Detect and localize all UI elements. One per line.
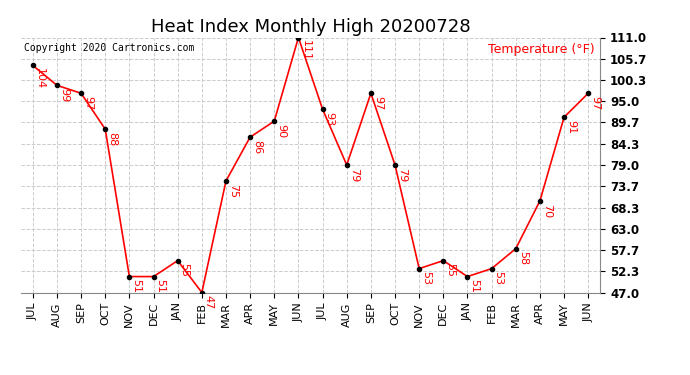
Text: 86: 86 (252, 140, 262, 154)
Text: 70: 70 (542, 204, 552, 218)
Text: 88: 88 (107, 132, 117, 146)
Text: 91: 91 (566, 120, 576, 134)
Text: 99: 99 (59, 88, 69, 102)
Text: 111: 111 (300, 40, 310, 61)
Text: 55: 55 (445, 263, 455, 278)
Text: Copyright 2020 Cartronics.com: Copyright 2020 Cartronics.com (23, 43, 194, 52)
Text: Temperature (°F): Temperature (°F) (488, 43, 595, 56)
Text: 47: 47 (204, 295, 214, 309)
Text: 90: 90 (276, 124, 286, 138)
Text: 97: 97 (83, 96, 93, 110)
Text: 79: 79 (397, 168, 407, 182)
Text: 51: 51 (469, 279, 480, 293)
Text: 93: 93 (324, 112, 335, 126)
Text: 51: 51 (131, 279, 141, 293)
Text: 75: 75 (228, 184, 238, 198)
Text: 53: 53 (421, 272, 431, 285)
Text: 79: 79 (348, 168, 359, 182)
Text: 97: 97 (373, 96, 383, 110)
Text: 51: 51 (155, 279, 166, 293)
Text: 55: 55 (179, 263, 190, 278)
Text: 58: 58 (518, 252, 528, 266)
Title: Heat Index Monthly High 20200728: Heat Index Monthly High 20200728 (150, 18, 471, 36)
Text: 97: 97 (590, 96, 600, 110)
Text: 53: 53 (493, 272, 504, 285)
Text: 104: 104 (34, 68, 45, 89)
